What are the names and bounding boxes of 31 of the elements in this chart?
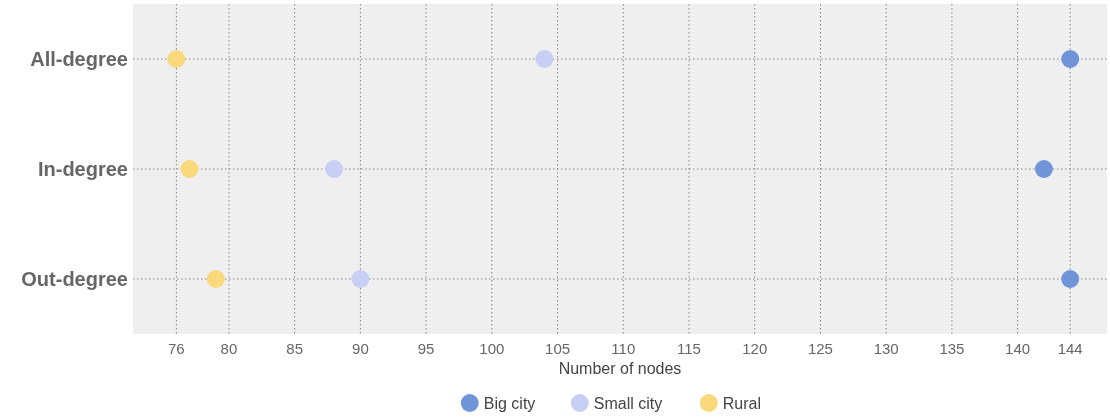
point bbox=[1061, 50, 1080, 68]
legend-label: Big city bbox=[483, 395, 536, 412]
point bbox=[180, 160, 199, 178]
point bbox=[1034, 160, 1053, 178]
x-tick-label: 110 bbox=[611, 340, 636, 357]
x-axis-title: Number of nodes bbox=[558, 360, 682, 377]
x-tick-label: 85 bbox=[286, 340, 304, 357]
point bbox=[325, 160, 344, 178]
x-tick-label: 140 bbox=[1005, 340, 1031, 357]
point bbox=[535, 50, 554, 68]
x-tick-label: 80 bbox=[220, 340, 238, 357]
x-tick-label: 120 bbox=[742, 340, 768, 357]
x-tick-label: 76 bbox=[168, 340, 185, 357]
x-tick-label: 95 bbox=[417, 340, 435, 357]
x-tick-label: 100 bbox=[479, 340, 505, 357]
x-tick-label: 115 bbox=[677, 340, 701, 357]
point bbox=[351, 270, 370, 288]
point bbox=[167, 50, 186, 68]
point bbox=[206, 270, 225, 288]
x-tick-label: 135 bbox=[939, 340, 965, 357]
y-tick-label: Out-degree bbox=[21, 268, 128, 290]
x-tick-label: 130 bbox=[873, 340, 899, 357]
x-tick-label: 144 bbox=[1057, 340, 1083, 357]
x-tick-label: 90 bbox=[352, 340, 369, 357]
legend-label: Rural bbox=[722, 395, 761, 412]
y-tick-label: All-degree bbox=[30, 48, 128, 70]
x-tick-label: 125 bbox=[807, 340, 833, 357]
y-tick-label: In-degree bbox=[37, 158, 128, 180]
point bbox=[1061, 270, 1080, 288]
x-tick-label: 105 bbox=[545, 340, 571, 357]
legend-label: Small city bbox=[593, 395, 663, 412]
